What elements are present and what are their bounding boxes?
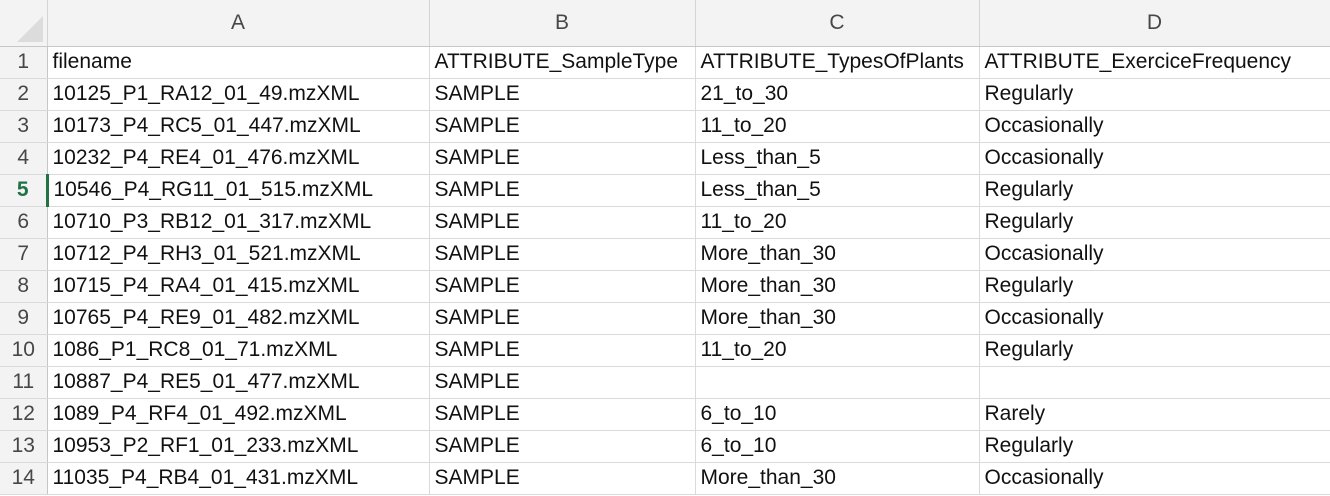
- column-header-d[interactable]: D: [979, 0, 1330, 47]
- cell-c[interactable]: More_than_30: [695, 302, 980, 335]
- row-header[interactable]: 7: [0, 238, 48, 271]
- cell-c[interactable]: 21_to_30: [695, 78, 980, 111]
- cell-a[interactable]: 10173_P4_RC5_01_447.mzXML: [47, 110, 430, 143]
- row-header[interactable]: 8: [0, 270, 48, 303]
- cell-d[interactable]: Regularly: [979, 334, 1330, 367]
- cell-d[interactable]: Regularly: [979, 174, 1330, 207]
- cell-c[interactable]: More_than_30: [695, 238, 980, 271]
- cell-c[interactable]: 11_to_20: [695, 110, 980, 143]
- cell-a[interactable]: 10953_P2_RF1_01_233.mzXML: [47, 430, 430, 463]
- table-row: 11 10887_P4_RE5_01_477.mzXML SAMPLE: [0, 366, 1330, 399]
- table-row: 4 10232_P4_RE4_01_476.mzXML SAMPLE Less_tha…: [0, 142, 1330, 175]
- row-header[interactable]: 11: [0, 366, 48, 399]
- table-row: 8 10715_P4_RA4_01_415.mzXML SAMPLE More_tha…: [0, 270, 1330, 303]
- row-header[interactable]: 12: [0, 398, 48, 431]
- cell-b[interactable]: SAMPLE: [429, 334, 696, 367]
- cell-a[interactable]: 10887_P4_RE5_01_477.mzXML: [47, 366, 430, 399]
- cell-d[interactable]: Regularly: [979, 270, 1330, 303]
- cell-c[interactable]: More_than_30: [695, 270, 980, 303]
- grid-body: 1 filename ATTRIBUTE_SampleType ATTRIBUTE_T…: [0, 46, 1330, 495]
- cell-a[interactable]: 10715_P4_RA4_01_415.mzXML: [47, 270, 430, 303]
- cell-b[interactable]: SAMPLE: [429, 206, 696, 239]
- cell-b[interactable]: SAMPLE: [429, 142, 696, 175]
- cell-b[interactable]: SAMPLE: [429, 430, 696, 463]
- cell-c[interactable]: [695, 366, 980, 399]
- row-header[interactable]: 1: [0, 46, 48, 79]
- cell-b[interactable]: SAMPLE: [429, 78, 696, 111]
- cell-b[interactable]: SAMPLE: [429, 398, 696, 431]
- table-row: 7 10712_P4_RH3_01_521.mzXML SAMPLE More_tha…: [0, 238, 1330, 271]
- table-row: 1 filename ATTRIBUTE_SampleType ATTRIBUTE_T…: [0, 46, 1330, 79]
- row-header[interactable]: 14: [0, 462, 48, 495]
- cell-a[interactable]: 10125_P1_RA12_01_49.mzXML: [47, 78, 430, 111]
- cell-b[interactable]: SAMPLE: [429, 238, 696, 271]
- table-row: 10 1086_P1_RC8_01_71.mzXML SAMPLE 11_to_20 R…: [0, 334, 1330, 367]
- cell-a[interactable]: 10546_P4_RG11_01_515.mzXML: [47, 174, 430, 207]
- cell-b[interactable]: SAMPLE: [429, 174, 696, 207]
- cell-c[interactable]: 6_to_10: [695, 430, 980, 463]
- cell-d[interactable]: Occasionally: [979, 142, 1330, 175]
- cell-d[interactable]: Regularly: [979, 206, 1330, 239]
- row-header[interactable]: 2: [0, 78, 48, 111]
- cell-c[interactable]: 11_to_20: [695, 206, 980, 239]
- cell-d[interactable]: ATTRIBUTE_ExerciceFrequency: [979, 46, 1330, 79]
- select-all-triangle-icon: [16, 15, 43, 42]
- cell-c[interactable]: More_than_30: [695, 462, 980, 495]
- cell-a[interactable]: 10710_P3_RB12_01_317.mzXML: [47, 206, 430, 239]
- cell-b[interactable]: SAMPLE: [429, 110, 696, 143]
- cell-d[interactable]: Occasionally: [979, 110, 1330, 143]
- cell-c[interactable]: Less_than_5: [695, 174, 980, 207]
- table-row: 3 10173_P4_RC5_01_447.mzXML SAMPLE 11_to_20…: [0, 110, 1330, 143]
- cell-c[interactable]: ATTRIBUTE_TypesOfPlants: [695, 46, 980, 79]
- table-row: 6 10710_P3_RB12_01_317.mzXML SAMPLE 11_to_2…: [0, 206, 1330, 239]
- cell-a[interactable]: 1086_P1_RC8_01_71.mzXML: [47, 334, 430, 367]
- row-header[interactable]: 3: [0, 110, 48, 143]
- cell-b[interactable]: SAMPLE: [429, 462, 696, 495]
- cell-a[interactable]: filename: [47, 46, 430, 79]
- cell-d[interactable]: Occasionally: [979, 238, 1330, 271]
- row-header[interactable]: 5: [0, 174, 49, 207]
- cell-a[interactable]: 11035_P4_RB4_01_431.mzXML: [47, 462, 430, 495]
- cell-b[interactable]: SAMPLE: [429, 302, 696, 335]
- cell-a[interactable]: 10232_P4_RE4_01_476.mzXML: [47, 142, 430, 175]
- cell-a[interactable]: 10712_P4_RH3_01_521.mzXML: [47, 238, 430, 271]
- cell-d[interactable]: Rarely: [979, 398, 1330, 431]
- column-header-a[interactable]: A: [47, 0, 430, 47]
- column-header-row: A B C D: [0, 0, 1330, 47]
- row-header[interactable]: 10: [0, 334, 48, 367]
- row-header[interactable]: 4: [0, 142, 48, 175]
- cell-b[interactable]: SAMPLE: [429, 366, 696, 399]
- cell-d[interactable]: Regularly: [979, 430, 1330, 463]
- table-row: 2 10125_P1_RA12_01_49.mzXML SAMPLE 21_to_30…: [0, 78, 1330, 111]
- cell-d[interactable]: Occasionally: [979, 462, 1330, 495]
- cell-d[interactable]: Regularly: [979, 78, 1330, 111]
- row-header[interactable]: 6: [0, 206, 48, 239]
- cell-d[interactable]: [979, 366, 1330, 399]
- table-row: 14 11035_P4_RB4_01_431.mzXML SAMPLE More_th…: [0, 462, 1330, 495]
- table-row: 9 10765_P4_RE9_01_482.mzXML SAMPLE More_tha…: [0, 302, 1330, 335]
- table-row: 13 10953_P2_RF1_01_233.mzXML SAMPLE 6_to_10…: [0, 430, 1330, 463]
- row-header[interactable]: 9: [0, 302, 48, 335]
- table-row: 12 1089_P4_RF4_01_492.mzXML SAMPLE 6_to_10 R…: [0, 398, 1330, 431]
- column-header-c[interactable]: C: [695, 0, 980, 47]
- column-header-b[interactable]: B: [429, 0, 696, 47]
- cell-a[interactable]: 1089_P4_RF4_01_492.mzXML: [47, 398, 430, 431]
- cell-c[interactable]: 11_to_20: [695, 334, 980, 367]
- cell-a[interactable]: 10765_P4_RE9_01_482.mzXML: [47, 302, 430, 335]
- table-row: 5 10546_P4_RG11_01_515.mzXML SAMPLE Less_th…: [0, 174, 1330, 207]
- select-all-corner[interactable]: [0, 0, 48, 47]
- row-header[interactable]: 13: [0, 430, 48, 463]
- cell-d[interactable]: Occasionally: [979, 302, 1330, 335]
- cell-c[interactable]: Less_than_5: [695, 142, 980, 175]
- cell-b[interactable]: ATTRIBUTE_SampleType: [429, 46, 696, 79]
- cell-c[interactable]: 6_to_10: [695, 398, 980, 431]
- cell-b[interactable]: SAMPLE: [429, 270, 696, 303]
